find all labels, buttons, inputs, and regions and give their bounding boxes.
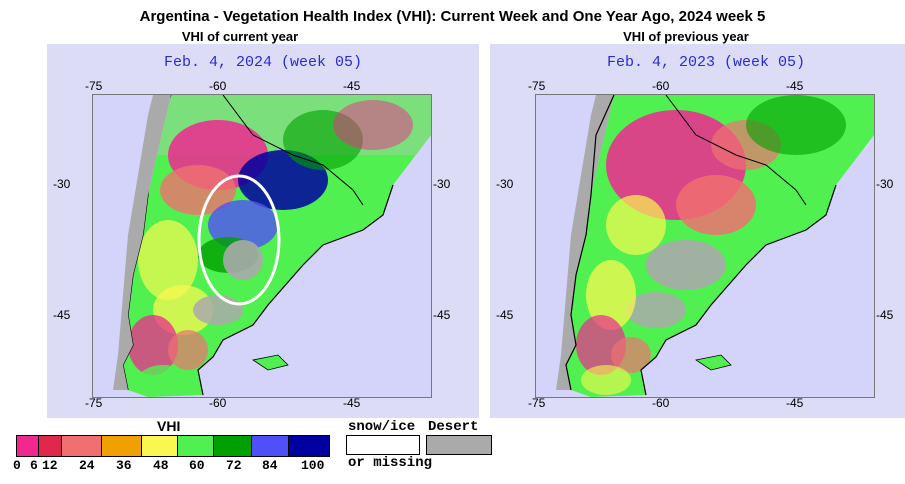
lon-tick-top-45: -45 [786,79,804,93]
legend-swatch-3 [101,436,142,456]
lat-tick-left-45: -45 [53,308,71,322]
desert-label: Desert [428,419,479,435]
right-subtitle: VHI of previous year [623,29,749,44]
legend-label-24: 24 [79,458,95,473]
lon-tick-bottom-60: -60 [652,396,670,410]
lon-tick-bottom-75: -75 [528,396,546,410]
legend-label-60: 60 [189,458,205,473]
legend-swatch-0 [17,436,40,456]
lon-tick-bottom-75: -75 [85,396,103,410]
vhi-colorbar [16,435,330,457]
legend-label-36: 36 [116,458,132,473]
lat-tick-left-30: -30 [496,177,514,191]
legend-swatch-2 [61,436,102,456]
lon-tick-bottom-45: -45 [343,396,361,410]
legend-label-48: 48 [153,458,169,473]
snow-ice-label: snow/ice [348,419,416,435]
legend-label-0: 0 [13,458,21,473]
previous-year-panel: Feb. 4, 2023 (week 05) -75 -60 -45 -75 -… [490,44,905,418]
lat-tick-right-45: -45 [876,308,894,322]
current-year-panel: Feb. 4, 2024 (week 05) -75 -60 -45 -75 -… [47,44,479,418]
legend-title: VHI [157,418,181,434]
current-date-label: Feb. 4, 2024 (week 05) [163,54,363,71]
lat-tick-right-45: -45 [433,308,451,322]
legend-label-72: 72 [226,458,242,473]
legend-swatch-7 [252,436,290,456]
desert-swatch [426,435,492,455]
lon-tick-top-75: -75 [528,79,546,93]
legend-swatch-5 [177,436,214,456]
highlight-ellipse [197,174,281,306]
legend-label-100: 100 [301,458,325,473]
legend-swatch-1 [39,436,62,456]
lon-tick-bottom-45: -45 [786,396,804,410]
left-subtitle: VHI of current year [181,29,299,44]
previous-vhi-map [535,94,875,398]
snow-ice-swatch [346,435,420,455]
lat-tick-right-30: -30 [876,177,894,191]
legend-label-6: 6 [30,458,38,473]
legend-swatch-8 [289,436,329,456]
lat-tick-right-30: -30 [433,177,451,191]
lon-tick-top-60: -60 [652,79,670,93]
missing-label: or missing [348,455,433,471]
lon-tick-top-60: -60 [209,79,227,93]
legend-swatch-4 [141,436,178,456]
lat-tick-left-45: -45 [496,308,514,322]
legend-label-12: 12 [42,458,58,473]
lon-tick-bottom-60: -60 [209,396,227,410]
figure-title: Argentina - Vegetation Health Index (VHI… [139,8,766,25]
legend-swatch-6 [213,436,252,456]
lon-tick-top-45: -45 [343,79,361,93]
current-vhi-map [92,94,432,398]
legend-label-84: 84 [262,458,278,473]
previous-date-label: Feb. 4, 2023 (week 05) [606,54,806,71]
lon-tick-top-75: -75 [85,79,103,93]
lat-tick-left-30: -30 [53,177,71,191]
